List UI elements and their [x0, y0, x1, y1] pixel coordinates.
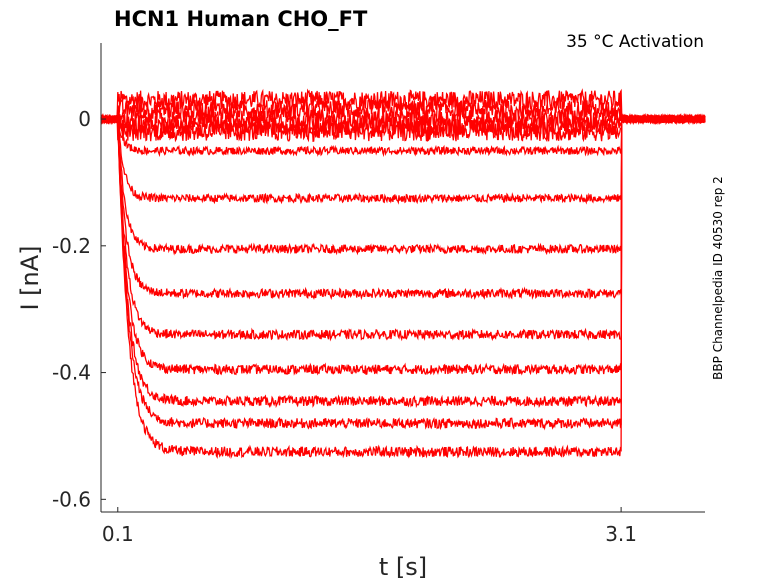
x-tick-label: 3.1: [605, 522, 637, 546]
current-trace: [100, 113, 706, 431]
current-trace: [100, 113, 706, 256]
current-trace: [100, 113, 706, 409]
current-trace: [100, 112, 706, 143]
chart-title: HCN1 Human CHO_FT: [114, 7, 368, 31]
current-trace: [100, 112, 706, 301]
current-trace: [100, 113, 706, 342]
y-tick-group: 0 -0.2 -0.4 -0.6: [52, 107, 106, 511]
y-tick-label: -0.6: [52, 487, 91, 511]
side-label: BBP Channelpedia ID 40530 rep 2: [711, 176, 725, 380]
current-trace: [100, 113, 706, 205]
current-trace: [100, 113, 706, 158]
current-trace: [100, 113, 706, 376]
chart-subtitle: 35 °C Activation: [566, 32, 704, 52]
y-tick-label: -0.4: [52, 361, 91, 385]
y-axis-label: I [nA]: [16, 245, 44, 310]
y-tick-label: -0.2: [52, 234, 91, 258]
current-trace: [100, 113, 706, 460]
x-axis-label: t [s]: [379, 553, 427, 581]
x-tick-label: 0.1: [102, 522, 134, 546]
x-tick-group: 0.1 3.1: [102, 507, 637, 546]
y-tick-label: 0: [78, 107, 91, 131]
trace-group: [100, 88, 706, 460]
